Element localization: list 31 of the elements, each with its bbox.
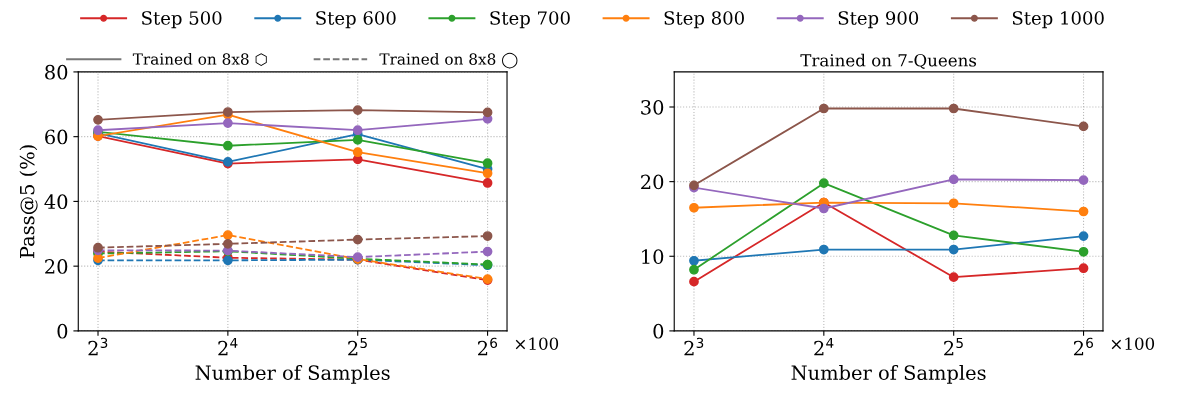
x-tick-label: 2$^{5}$ <box>348 337 367 356</box>
y-tick-label: 20 <box>45 259 68 274</box>
x-axis-title: Number of Samples <box>791 365 986 384</box>
y-axis-title: Pass@5 (%) <box>19 145 38 259</box>
legend-label: Step 600 <box>316 11 396 29</box>
text: Trained on 8x8 ⬡ <box>132 52 267 66</box>
y-tick-label: 20 <box>641 174 664 190</box>
y-tick-label: 0 <box>653 323 664 339</box>
y-tick-label: 80 <box>45 64 68 80</box>
legend-label: Step 1000 <box>1012 11 1104 29</box>
x-axis-title: Number of Samples <box>195 365 390 384</box>
legend-label: Step 500 <box>142 11 222 29</box>
text: ×100 <box>1111 337 1155 350</box>
y-tick-label: 10 <box>642 249 664 264</box>
x-tick-label: 2$^{3}$ <box>684 337 704 356</box>
legend-label: Step 700 <box>490 11 570 29</box>
x-tick-label: 2$^{3}$ <box>88 337 108 356</box>
y-tick-label: 30 <box>641 99 664 115</box>
x-tick-label: 2$^{6}$ <box>1073 337 1094 356</box>
x-tick-label: 2$^{4}$ <box>814 337 834 356</box>
text: ×100 <box>515 337 559 350</box>
legend-label: Step 900 <box>838 11 919 29</box>
x-tick-label: 2$^{4}$ <box>218 337 238 356</box>
chart-title: Trained on 7-Queens <box>800 53 977 70</box>
legend-label: Step 800 <box>664 11 744 29</box>
x-tick-label: 2$^{6}$ <box>478 337 498 356</box>
text: Trained on 8x8 ◯ <box>379 52 518 69</box>
y-tick-label: 0 <box>57 323 68 339</box>
x-tick-label: 2$^{5}$ <box>944 337 963 356</box>
y-tick-label: 60 <box>45 129 68 145</box>
y-tick-label: 40 <box>44 194 68 210</box>
